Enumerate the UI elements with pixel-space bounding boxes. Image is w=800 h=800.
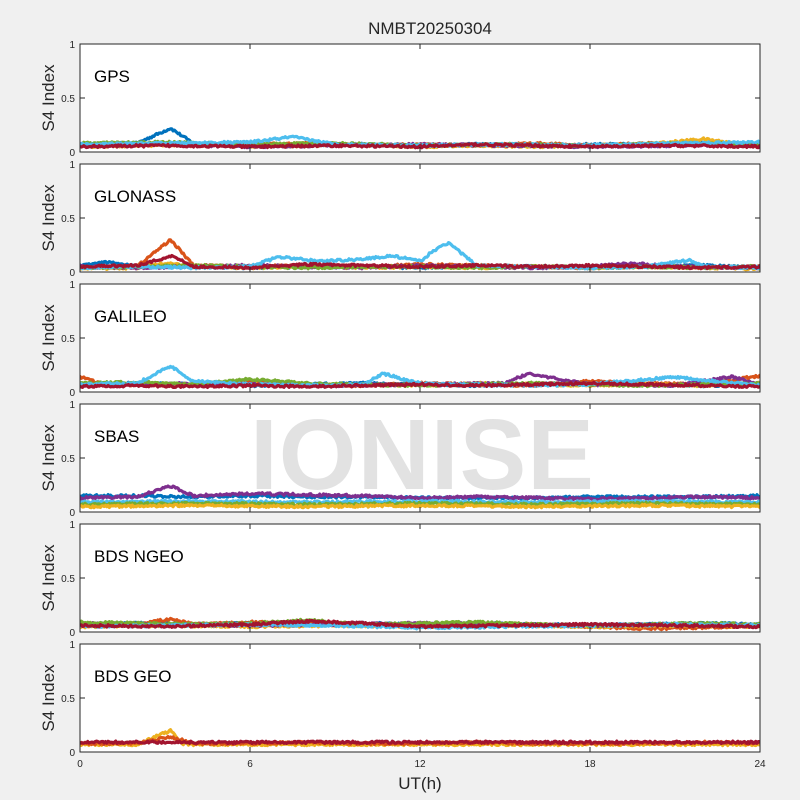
series-group [80, 364, 760, 389]
y-axis-label: S4 Index [39, 184, 58, 252]
y-tick-label: 0 [69, 148, 75, 159]
y-tick-label: 0 [69, 508, 75, 519]
figure-title: NMBT20250304 [368, 19, 492, 38]
x-axis-label: UT(h) [398, 774, 441, 793]
y-axis-label: S4 Index [39, 424, 58, 492]
plot-area [80, 644, 760, 752]
x-tick-label: 6 [247, 759, 253, 770]
series-line [80, 142, 760, 150]
panel-label: BDS NGEO [94, 547, 184, 566]
x-tick-label: 12 [414, 759, 426, 770]
y-tick-label: 0 [69, 388, 75, 399]
panels-group: 0 0.5 1 GPS S4 Index 0 0.5 1 GLONASS S4 Index 0 0.5… [39, 40, 761, 759]
y-tick-label: 0.5 [61, 214, 75, 225]
series-line [80, 484, 760, 502]
series-line [80, 618, 760, 630]
plot-area [80, 44, 760, 152]
series-line [80, 502, 760, 510]
panel-label: GLONASS [94, 187, 176, 206]
panel-galileo: 0 0.5 1 GALILEO S4 Index [39, 280, 761, 399]
x-tick-label: 0 [77, 759, 83, 770]
y-tick-label: 1 [69, 160, 75, 171]
y-tick-label: 0 [69, 748, 75, 759]
y-tick-label: 0.5 [61, 94, 75, 105]
series-group [80, 238, 760, 272]
y-tick-label: 1 [69, 640, 75, 651]
panel-bds-geo: 0 0.5 1 BDS GEO S4 Index [39, 640, 761, 759]
series-line [80, 739, 760, 746]
y-axis-label: S4 Index [39, 544, 58, 612]
x-tick-label: 24 [754, 759, 766, 770]
series-line [80, 500, 760, 508]
panel-label: BDS GEO [94, 667, 171, 686]
series-group [80, 728, 760, 748]
x-tick-label: 18 [584, 759, 596, 770]
y-tick-label: 0 [69, 268, 75, 279]
y-tick-label: 0 [69, 628, 75, 639]
series-line [80, 380, 760, 389]
y-tick-label: 0.5 [61, 574, 75, 585]
y-tick-label: 1 [69, 520, 75, 531]
plot-area [80, 284, 760, 392]
panel-glonass: 0 0.5 1 GLONASS S4 Index [39, 160, 761, 279]
panel-label: SBAS [94, 427, 139, 446]
series-group [80, 616, 760, 632]
panel-label: GPS [94, 67, 130, 86]
series-group [80, 484, 760, 510]
panel-bds-ngeo: 0 0.5 1 BDS NGEO S4 Index [39, 520, 761, 639]
y-tick-label: 0.5 [61, 334, 75, 345]
y-axis-label: S4 Index [39, 664, 58, 732]
y-tick-label: 1 [69, 400, 75, 411]
panel-sbas: 0 0.5 1 SBAS S4 Index [39, 400, 761, 519]
y-tick-label: 0.5 [61, 454, 75, 465]
shared-x-axis: 0 6 12 18 24 [77, 759, 766, 770]
plot-area [80, 524, 760, 632]
panel-label: GALILEO [94, 307, 167, 326]
plot-area [80, 164, 760, 272]
y-tick-label: 1 [69, 280, 75, 291]
y-axis-label: S4 Index [39, 304, 58, 372]
series-line [80, 253, 760, 271]
y-tick-label: 1 [69, 40, 75, 51]
panel-gps: 0 0.5 1 GPS S4 Index [39, 40, 761, 159]
y-tick-label: 0.5 [61, 694, 75, 705]
y-axis-label: S4 Index [39, 64, 58, 132]
